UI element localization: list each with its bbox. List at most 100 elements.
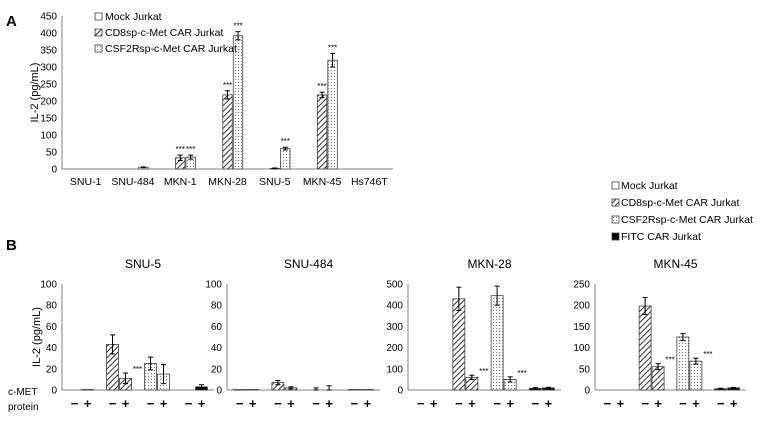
y-tick-label: 80 xyxy=(211,301,223,312)
x-condition-label: − xyxy=(641,396,649,411)
x-condition-label: + xyxy=(84,396,92,411)
x-condition-label: + xyxy=(506,396,514,411)
x-condition-label: + xyxy=(325,396,333,411)
bar xyxy=(347,389,361,391)
y-tick-label: 100 xyxy=(573,343,590,354)
category-label: SNU-5 xyxy=(259,176,291,188)
y-tick-label: 250 xyxy=(573,280,590,291)
significance-label: *** xyxy=(317,82,326,91)
x-condition-label: − xyxy=(417,396,425,411)
legend-swatch xyxy=(94,12,103,21)
x-condition-label: + xyxy=(287,396,295,411)
bar xyxy=(360,389,374,391)
significance-label: *** xyxy=(186,145,195,154)
x-condition-label: − xyxy=(455,396,463,411)
legend-swatch xyxy=(611,181,620,190)
y-tick-label: 50 xyxy=(46,148,58,159)
y-tick-label: 450 xyxy=(40,12,57,23)
y-tick-label: 300 xyxy=(386,322,403,333)
legend-entry: CSF2Rsp-c-Met CAR Jurkat xyxy=(621,214,753,226)
significance-label: *** xyxy=(176,145,185,154)
y-tick-label: 0 xyxy=(584,386,590,397)
category-label: SNU-484 xyxy=(111,176,154,188)
bar xyxy=(651,366,665,391)
legend-entry: CD8sp-c-Met CAR Jurkat xyxy=(105,27,224,39)
legend-swatch xyxy=(611,215,620,224)
y-tick-label: 100 xyxy=(40,280,57,291)
y-tick-label: 20 xyxy=(211,364,223,375)
x-condition-label: − xyxy=(351,396,359,411)
y-tick-label: 0 xyxy=(51,165,57,176)
bar xyxy=(689,360,703,391)
bar xyxy=(280,148,291,170)
y-tick-label: 50 xyxy=(579,364,591,375)
y-tick-label: 200 xyxy=(386,343,403,354)
x-condition-label: + xyxy=(198,396,206,411)
x-condition-label: − xyxy=(493,396,501,411)
y-tick-label: 400 xyxy=(40,29,57,40)
y-axis-label: IL-2 (pg/mL) xyxy=(31,307,43,367)
bar xyxy=(327,59,338,170)
y-tick-label: 100 xyxy=(205,280,222,291)
y-tick-label: 100 xyxy=(40,131,57,142)
y-tick-label: 150 xyxy=(40,114,57,125)
x-condition-label: − xyxy=(185,396,193,411)
x-condition-label: + xyxy=(654,396,662,411)
x-condition-label: − xyxy=(717,396,725,411)
bar xyxy=(452,298,466,391)
bar xyxy=(222,94,233,170)
chart-a: 0 50 100 150 200 250 300 350 400 450 IL-2 (pg/mL) S… xyxy=(29,11,393,188)
x-condition-label: − xyxy=(532,396,540,411)
significance-label: *** xyxy=(703,350,712,359)
x-condition-label: + xyxy=(545,396,553,411)
legend-entry: CSF2Rsp-c-Met CAR Jurkat xyxy=(105,43,237,55)
y-tick-label: 0 xyxy=(216,386,222,397)
y-axis-label: IL-2 (pg/mL) xyxy=(29,63,41,123)
significance-label: *** xyxy=(223,81,232,90)
legend-entry: FITC CAR Jurkat xyxy=(621,231,701,243)
significance-label: *** xyxy=(665,356,674,365)
subplot-title: MKN-45 xyxy=(653,257,697,271)
x-condition-label: − xyxy=(604,396,612,411)
panel-label-b: B xyxy=(6,237,17,254)
bar xyxy=(490,295,504,391)
legend-swatch xyxy=(94,28,103,37)
y-tick-label: 60 xyxy=(211,322,223,333)
y-tick-label: 200 xyxy=(573,301,590,312)
bar xyxy=(676,336,690,391)
x-condition-label: + xyxy=(430,396,438,411)
x-condition-label: + xyxy=(122,396,130,411)
significance-label: *** xyxy=(517,369,526,378)
y-tick-label: 400 xyxy=(386,301,403,312)
x-condition-label: + xyxy=(617,396,625,411)
bar xyxy=(316,94,328,170)
significance-label: *** xyxy=(328,43,337,52)
bar xyxy=(233,389,247,391)
x-condition-label: − xyxy=(236,396,244,411)
category-label: Hs746T xyxy=(351,176,388,188)
panel-label-a: A xyxy=(6,13,17,30)
x-condition-label: − xyxy=(109,396,117,411)
significance-label: *** xyxy=(479,367,488,376)
legend-entry: Mock Jurkat xyxy=(621,180,678,192)
x-condition-label: − xyxy=(147,396,155,411)
legend-entry: Mock Jurkat xyxy=(105,11,162,23)
legend-swatch xyxy=(611,198,620,207)
y-tick-label: 0 xyxy=(397,386,403,397)
y-tick-label: 200 xyxy=(40,97,57,108)
category-label: MKN-45 xyxy=(303,176,342,188)
category-label: MKN-1 xyxy=(164,176,197,188)
y-tick-label: 100 xyxy=(386,364,403,375)
category-label: SNU-1 xyxy=(70,176,102,188)
y-tick-label: 40 xyxy=(211,343,223,354)
y-tick-label: 60 xyxy=(46,322,58,333)
x-condition-label: + xyxy=(468,396,476,411)
significance-label: *** xyxy=(281,137,290,146)
x-condition-label: + xyxy=(364,396,372,411)
bar xyxy=(246,389,260,391)
bar xyxy=(232,35,244,170)
x-condition-label: + xyxy=(249,396,257,411)
subplot-title: SNU-484 xyxy=(284,257,334,271)
y-tick-label: 350 xyxy=(40,46,57,57)
